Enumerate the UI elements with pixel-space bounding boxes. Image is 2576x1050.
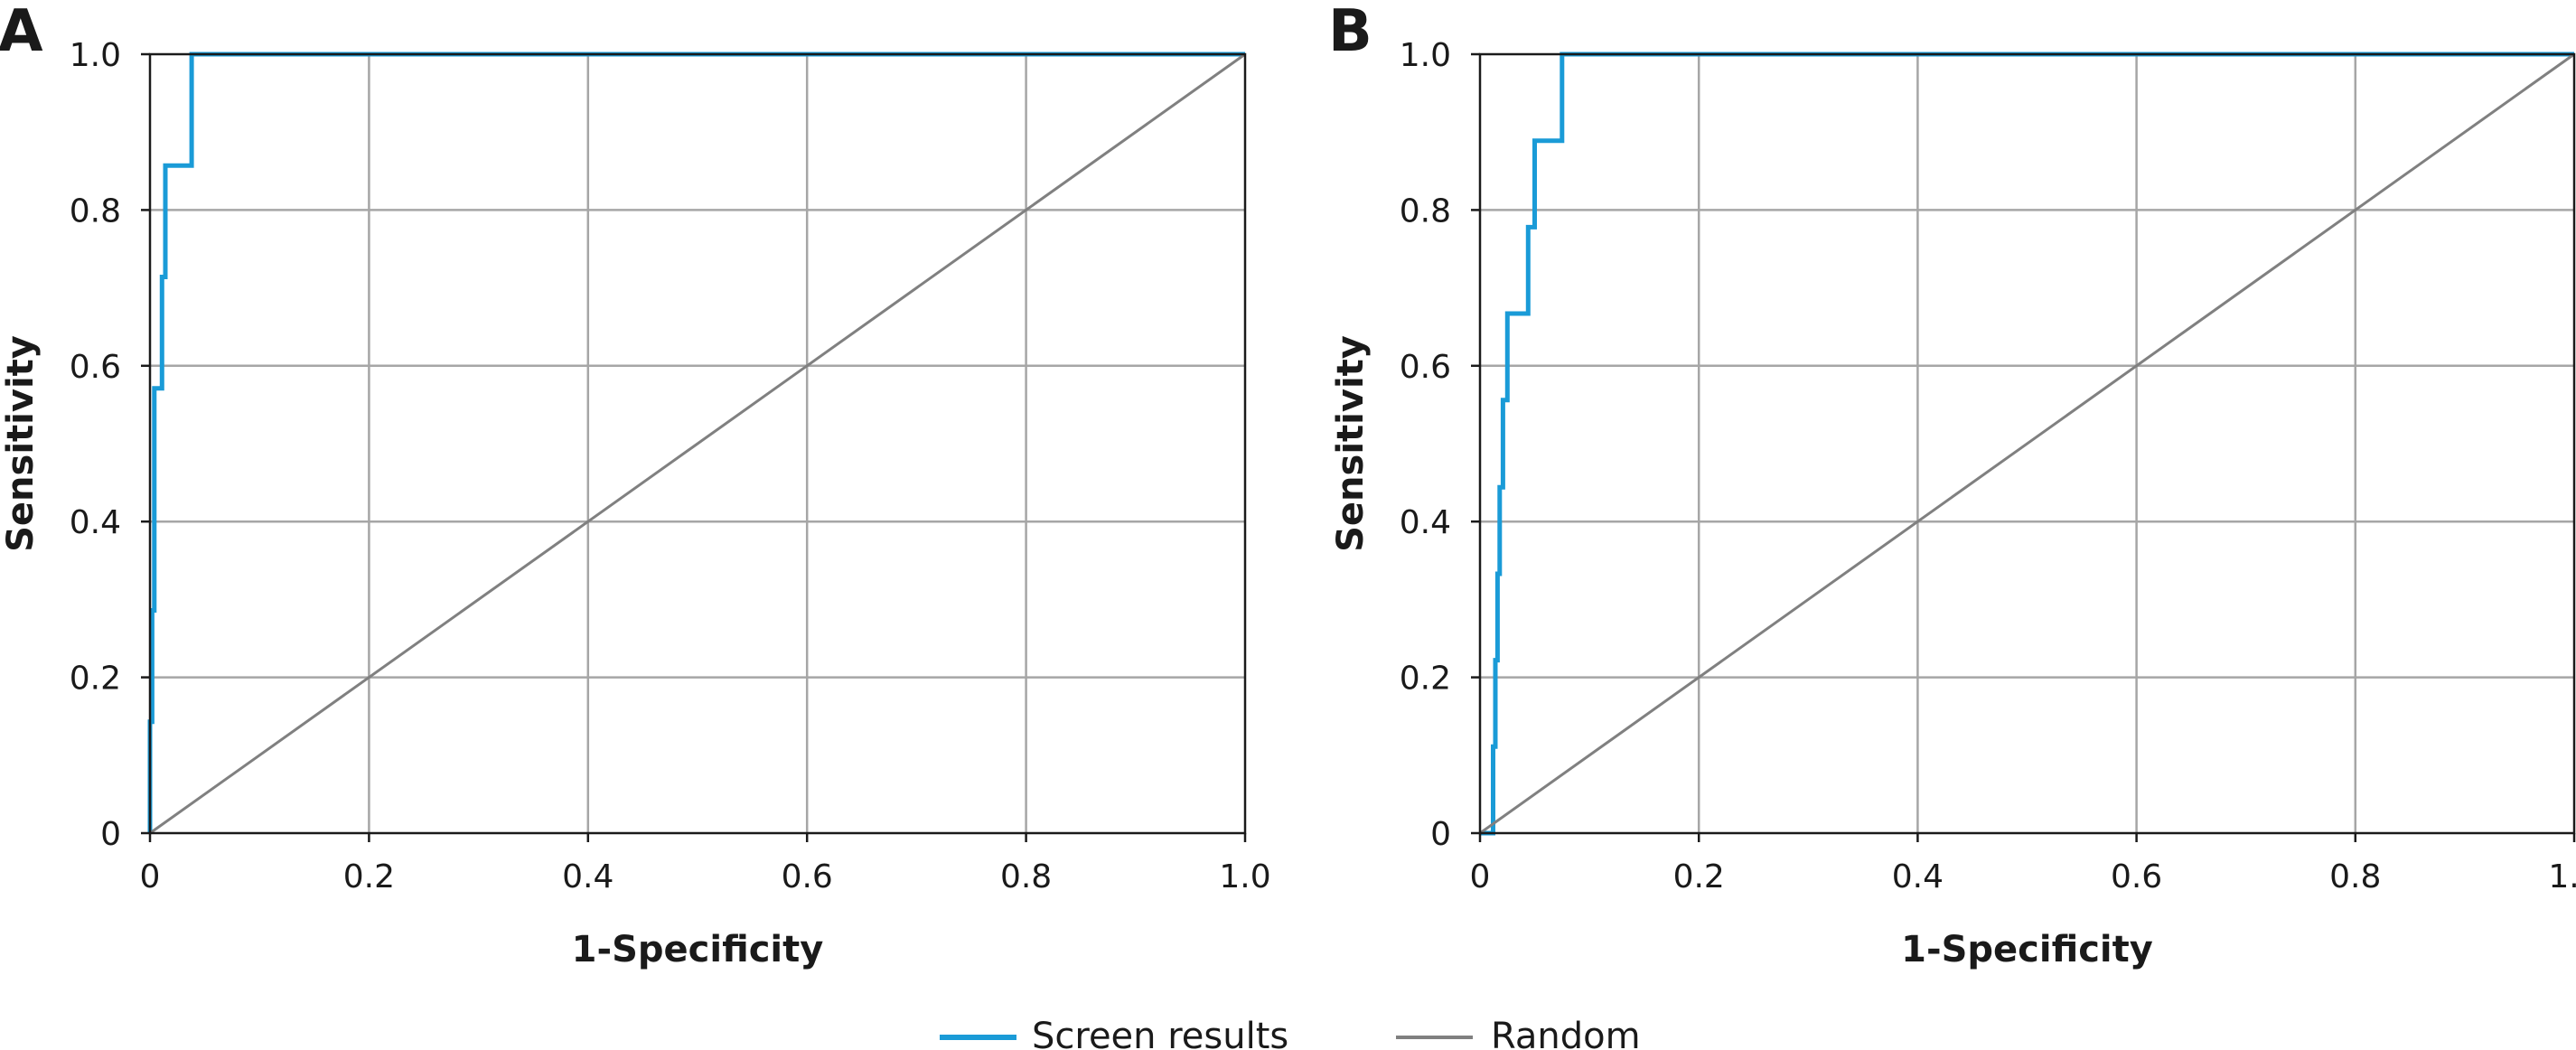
random-reference-line bbox=[1479, 52, 2575, 835]
panel-label: B bbox=[1328, 0, 1372, 65]
y-tick-label: 0 bbox=[1430, 816, 1451, 853]
panel-label: A bbox=[0, 0, 43, 65]
legend-label-random: Random bbox=[1491, 1016, 1641, 1050]
x-tick-label: 0 bbox=[140, 858, 161, 895]
y-tick-label: 0.4 bbox=[70, 504, 121, 541]
x-tick-label: 0.6 bbox=[2111, 858, 2162, 895]
y-tick-label: 0.2 bbox=[1400, 661, 1451, 698]
x-tick-label: 0.2 bbox=[343, 858, 395, 895]
panel-a: 0 0.2 0.4 0.6 0.8 1.0 0 0.2 0.4 0.6 0.8 1.0 1-Specif… bbox=[0, 0, 1271, 970]
x-tick-label: 0.8 bbox=[1000, 858, 1052, 895]
x-tick-label: 0.6 bbox=[782, 858, 833, 895]
y-tick-label: 0.8 bbox=[70, 192, 121, 230]
y-tick-label: 0.6 bbox=[70, 349, 121, 386]
y-axis-label: Sensitivity bbox=[1330, 335, 1372, 552]
legend-label-screen-results: Screen results bbox=[1032, 1016, 1288, 1050]
x-tick-label: 1.0 bbox=[1219, 858, 1270, 895]
x-tick-label: 0.4 bbox=[562, 858, 614, 895]
y-tick-label: 1.0 bbox=[1400, 37, 1451, 74]
random-reference-line bbox=[149, 52, 1246, 835]
roc-curve-line bbox=[1480, 52, 2574, 836]
panel-b: 0 0.2 0.4 0.6 0.8 1.0 0 0.2 0.4 0.6 0.8 1.0 1-Specif… bbox=[1328, 0, 2576, 970]
y-axis-label: Sensitivity bbox=[0, 335, 42, 552]
y-tick-label: 0.2 bbox=[70, 661, 121, 698]
x-tick-label: 1.0 bbox=[2548, 858, 2576, 895]
legend: Screen results Random bbox=[940, 1016, 1641, 1050]
x-axis-label: 1-Specificity bbox=[1901, 929, 2153, 970]
y-tick-label: 1.0 bbox=[70, 37, 121, 74]
x-axis-label: 1-Specificity bbox=[572, 929, 824, 970]
y-tick-label: 0 bbox=[100, 816, 121, 853]
x-tick-label: 0 bbox=[1470, 858, 1491, 895]
y-tick-label: 0.4 bbox=[1400, 504, 1451, 541]
x-tick-label: 0.4 bbox=[1892, 858, 1944, 895]
roc-curve-line bbox=[147, 52, 1245, 833]
x-tick-label: 0.2 bbox=[1673, 858, 1725, 895]
y-tick-label: 0.8 bbox=[1400, 192, 1451, 230]
plot-frame bbox=[148, 52, 1247, 835]
y-tick-label: 0.6 bbox=[1400, 349, 1451, 386]
plot-frame bbox=[1478, 52, 2576, 835]
x-tick-label: 0.8 bbox=[2329, 858, 2381, 895]
